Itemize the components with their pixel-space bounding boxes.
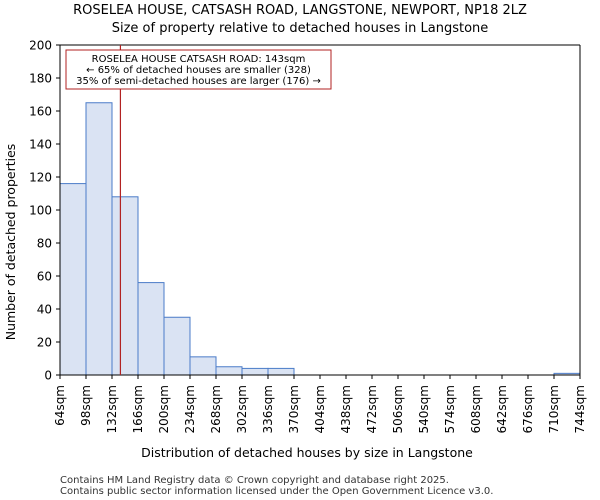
x-tick-label: 98sqm — [79, 385, 93, 426]
x-tick-label: 472sqm — [365, 385, 379, 433]
histogram-bar — [137, 282, 165, 376]
footer-line-1: Contains HM Land Registry data © Crown c… — [60, 475, 449, 486]
histogram-bar — [59, 183, 87, 376]
x-tick-label: 268sqm — [209, 385, 223, 433]
histogram-bar — [111, 196, 139, 376]
histogram-bar — [163, 316, 191, 376]
annotation-line-3: 35% of semi-detached houses are larger (… — [76, 76, 321, 87]
histogram-bar — [85, 102, 113, 376]
x-tick-label: 744sqm — [573, 385, 587, 433]
x-tick-label: 540sqm — [417, 385, 431, 433]
histogram-bar — [189, 356, 217, 376]
y-axis-ticks: 0 20 40 60 80 100 120 140 160 180 200 — [29, 39, 60, 383]
x-tick-label: 132sqm — [105, 385, 119, 433]
y-tick-label: 40 — [37, 303, 52, 317]
y-tick-label: 200 — [29, 39, 52, 53]
x-tick-label: 166sqm — [131, 385, 145, 433]
annotation-line-1: ROSELEA HOUSE CATSASH ROAD: 143sqm — [92, 54, 306, 65]
histogram-bar — [267, 367, 295, 376]
x-tick-label: 438sqm — [339, 385, 353, 433]
x-tick-label: 404sqm — [313, 385, 327, 433]
x-tick-label: 370sqm — [287, 385, 301, 433]
x-axis-label: Distribution of detached houses by size … — [141, 445, 473, 460]
annotation-line-2: ← 65% of detached houses are smaller (32… — [86, 65, 311, 76]
chart-title: ROSELEA HOUSE, CATSASH ROAD, LANGSTONE, … — [73, 3, 527, 18]
annotation-box: ROSELEA HOUSE CATSASH ROAD: 143sqm ← 65%… — [65, 49, 332, 90]
footer-line-2: Contains public sector information licen… — [60, 486, 493, 497]
x-tick-label: 676sqm — [521, 385, 535, 433]
x-tick-label: 608sqm — [469, 385, 483, 433]
histogram-bar — [241, 367, 269, 376]
x-tick-label: 574sqm — [443, 385, 457, 433]
x-tick-label: 336sqm — [261, 385, 275, 433]
x-tick-label: 200sqm — [157, 385, 171, 433]
y-tick-label: 0 — [44, 369, 52, 383]
x-tick-label: 64sqm — [53, 385, 67, 426]
y-tick-label: 100 — [29, 204, 52, 218]
y-tick-label: 180 — [29, 72, 52, 86]
x-tick-label: 302sqm — [235, 385, 249, 433]
y-tick-label: 60 — [37, 270, 52, 284]
histogram-bar — [215, 366, 243, 376]
annotation-frame — [65, 49, 332, 90]
x-tick-label: 506sqm — [391, 385, 405, 433]
bars — [59, 102, 581, 376]
chart-subtitle: Size of property relative to detached ho… — [112, 21, 489, 36]
x-tick-label: 234sqm — [183, 385, 197, 433]
x-axis-ticks: 64sqm 98sqm 132sqm 166sqm 200sqm 234sqm 268sqm… — [53, 375, 587, 433]
y-tick-label: 120 — [29, 171, 52, 185]
y-tick-label: 160 — [29, 105, 52, 119]
y-tick-label: 80 — [37, 237, 52, 251]
x-tick-label: 642sqm — [495, 385, 509, 433]
x-tick-label: 710sqm — [547, 385, 561, 433]
y-axis-label: Number of detached properties — [3, 144, 18, 341]
y-tick-label: 140 — [29, 138, 52, 152]
y-tick-label: 20 — [37, 336, 52, 350]
